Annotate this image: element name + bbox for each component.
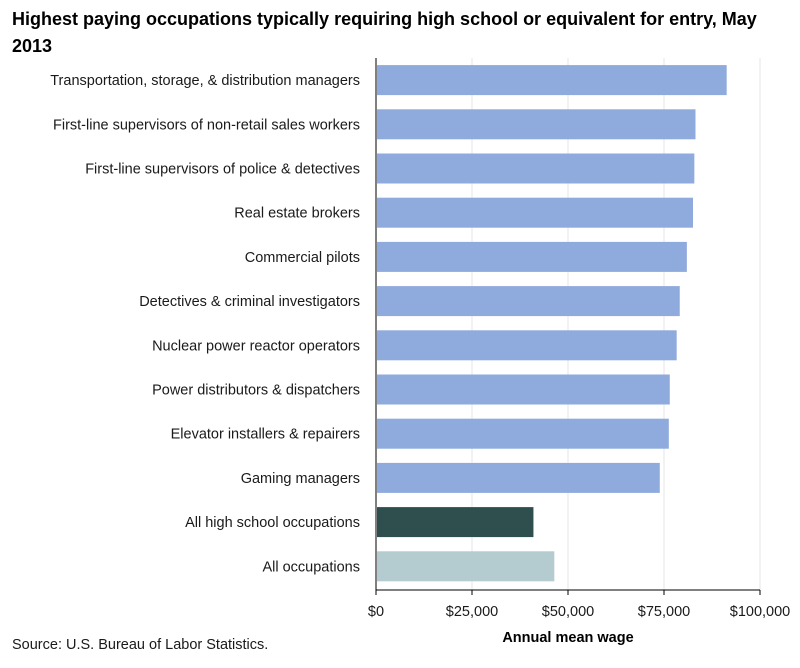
x-tick-label: $100,000 <box>730 604 790 620</box>
source-note: Source: U.S. Bureau of Labor Statistics. <box>12 637 269 653</box>
bar <box>377 551 555 582</box>
axes <box>375 58 761 595</box>
bar <box>377 286 680 317</box>
category-label: Transportation, storage, & distribution … <box>50 73 360 89</box>
bar <box>377 330 677 361</box>
x-tick-label: $0 <box>368 604 384 620</box>
bar <box>377 418 669 449</box>
x-tick-label: $75,000 <box>638 604 690 620</box>
category-label: Nuclear power reactor operators <box>152 338 360 354</box>
category-label: All occupations <box>262 559 360 575</box>
category-labels: Transportation, storage, & distribution … <box>50 73 360 575</box>
x-axis-title: Annual mean wage <box>502 630 633 646</box>
bar <box>377 197 693 228</box>
bar <box>377 507 534 538</box>
category-label: First-line supervisors of police & detec… <box>85 162 360 178</box>
bar <box>377 462 660 493</box>
bars <box>377 65 727 582</box>
category-label: All high school occupations <box>185 515 360 531</box>
bar <box>377 374 670 405</box>
category-label: First-line supervisors of non-retail sal… <box>53 117 360 133</box>
category-label: Detectives & criminal investigators <box>139 294 360 310</box>
gridlines <box>471 58 761 590</box>
bar <box>377 153 695 184</box>
x-tick-label: $50,000 <box>542 604 594 620</box>
x-tick-label: $25,000 <box>446 604 498 620</box>
category-label: Elevator installers & repairers <box>171 427 360 443</box>
tick-labels: $0 $25,000 $50,000 $75,000 $100,000 <box>368 604 790 620</box>
bar <box>377 241 687 272</box>
chart-title: Highest paying occupations typically req… <box>12 9 757 56</box>
category-label: Commercial pilots <box>245 250 360 266</box>
bar <box>377 109 696 140</box>
category-label: Gaming managers <box>241 471 360 487</box>
category-label: Power distributors & dispatchers <box>152 383 360 399</box>
category-label: Real estate brokers <box>234 206 360 222</box>
bar <box>377 65 727 96</box>
